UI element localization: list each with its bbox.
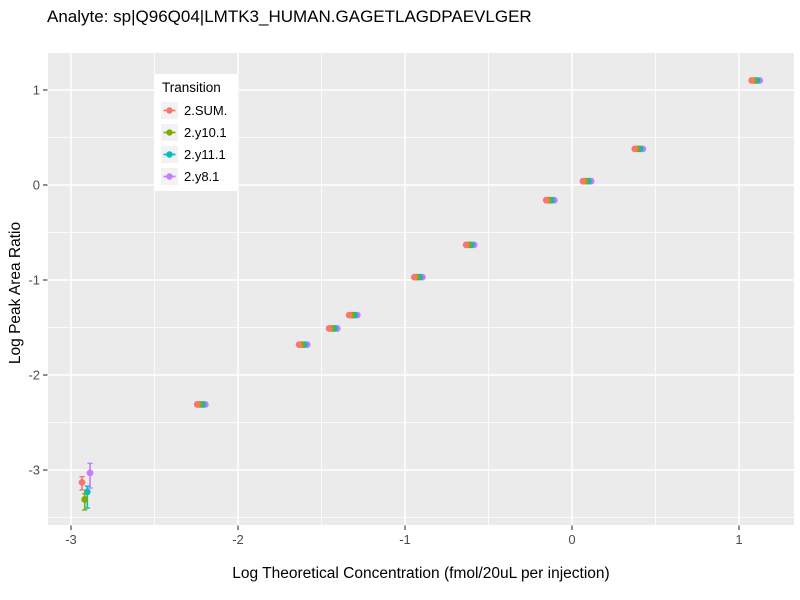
data-point-2.SUM. (325, 325, 333, 332)
y-tick-label: 1 (33, 83, 40, 98)
legend: Transition 2.SUM. 2.y10.1 2.y11.1 2.y8.1 (154, 74, 238, 191)
legend-key-point-errorbar-icon (161, 146, 178, 163)
data-point-2.SUM. (631, 145, 639, 153)
y-tick-label: -3 (28, 463, 40, 478)
legend-item: 2.SUM. (161, 102, 227, 119)
data-point-2.SUM. (542, 196, 550, 204)
plot-title: Analyte: sp|Q96Q04|LMTK3_HUMAN.GAGETLAGD… (47, 7, 532, 26)
data-point-2.SUM. (345, 311, 353, 319)
data-point-2.SUM. (193, 401, 201, 408)
y-tick-label: 0 (33, 178, 40, 193)
y-tick-label: -1 (28, 273, 40, 288)
legend-item: 2.y11.1 (161, 146, 227, 163)
data-point-2.SUM. (748, 77, 756, 84)
x-tick-label: -1 (399, 532, 411, 547)
legend-item: 2.y8.1 (161, 168, 227, 185)
x-axis-title: Log Theoretical Concentration (fmol/20uL… (232, 565, 610, 582)
legend-title: Transition (162, 80, 221, 95)
data-point-2.y10.1 (81, 496, 89, 503)
x-tick-label: -3 (65, 532, 77, 547)
data-point-2.SUM. (78, 478, 86, 486)
y-axis-title: Log Peak Area Ratio (7, 221, 24, 365)
legend-items: 2.SUM. 2.y10.1 2.y11.1 2.y8.1 (161, 102, 227, 185)
legend-key-point-errorbar-icon (161, 124, 178, 141)
legend-item-label: 2.SUM. (184, 103, 228, 118)
data-point-2.SUM. (462, 241, 470, 249)
legend-item-label: 2.y8.1 (184, 169, 220, 184)
x-tick-label: 0 (568, 532, 575, 547)
data-point-2.y8.1 (86, 469, 94, 477)
legend-key-point-errorbar-icon (161, 168, 178, 185)
data-point-2.SUM. (579, 177, 587, 185)
data-point-2.SUM. (295, 341, 303, 348)
x-tick-label: -2 (232, 532, 244, 547)
y-tick-label: -2 (28, 368, 40, 383)
legend-item-label: 2.y11.1 (184, 147, 226, 162)
legend-item-label: 2.y10.1 (184, 125, 227, 140)
x-tick-label: 1 (735, 532, 742, 547)
data-point-2.SUM. (410, 273, 418, 281)
legend-key-point-errorbar-icon (161, 102, 178, 119)
legend-item: 2.y10.1 (161, 124, 227, 141)
